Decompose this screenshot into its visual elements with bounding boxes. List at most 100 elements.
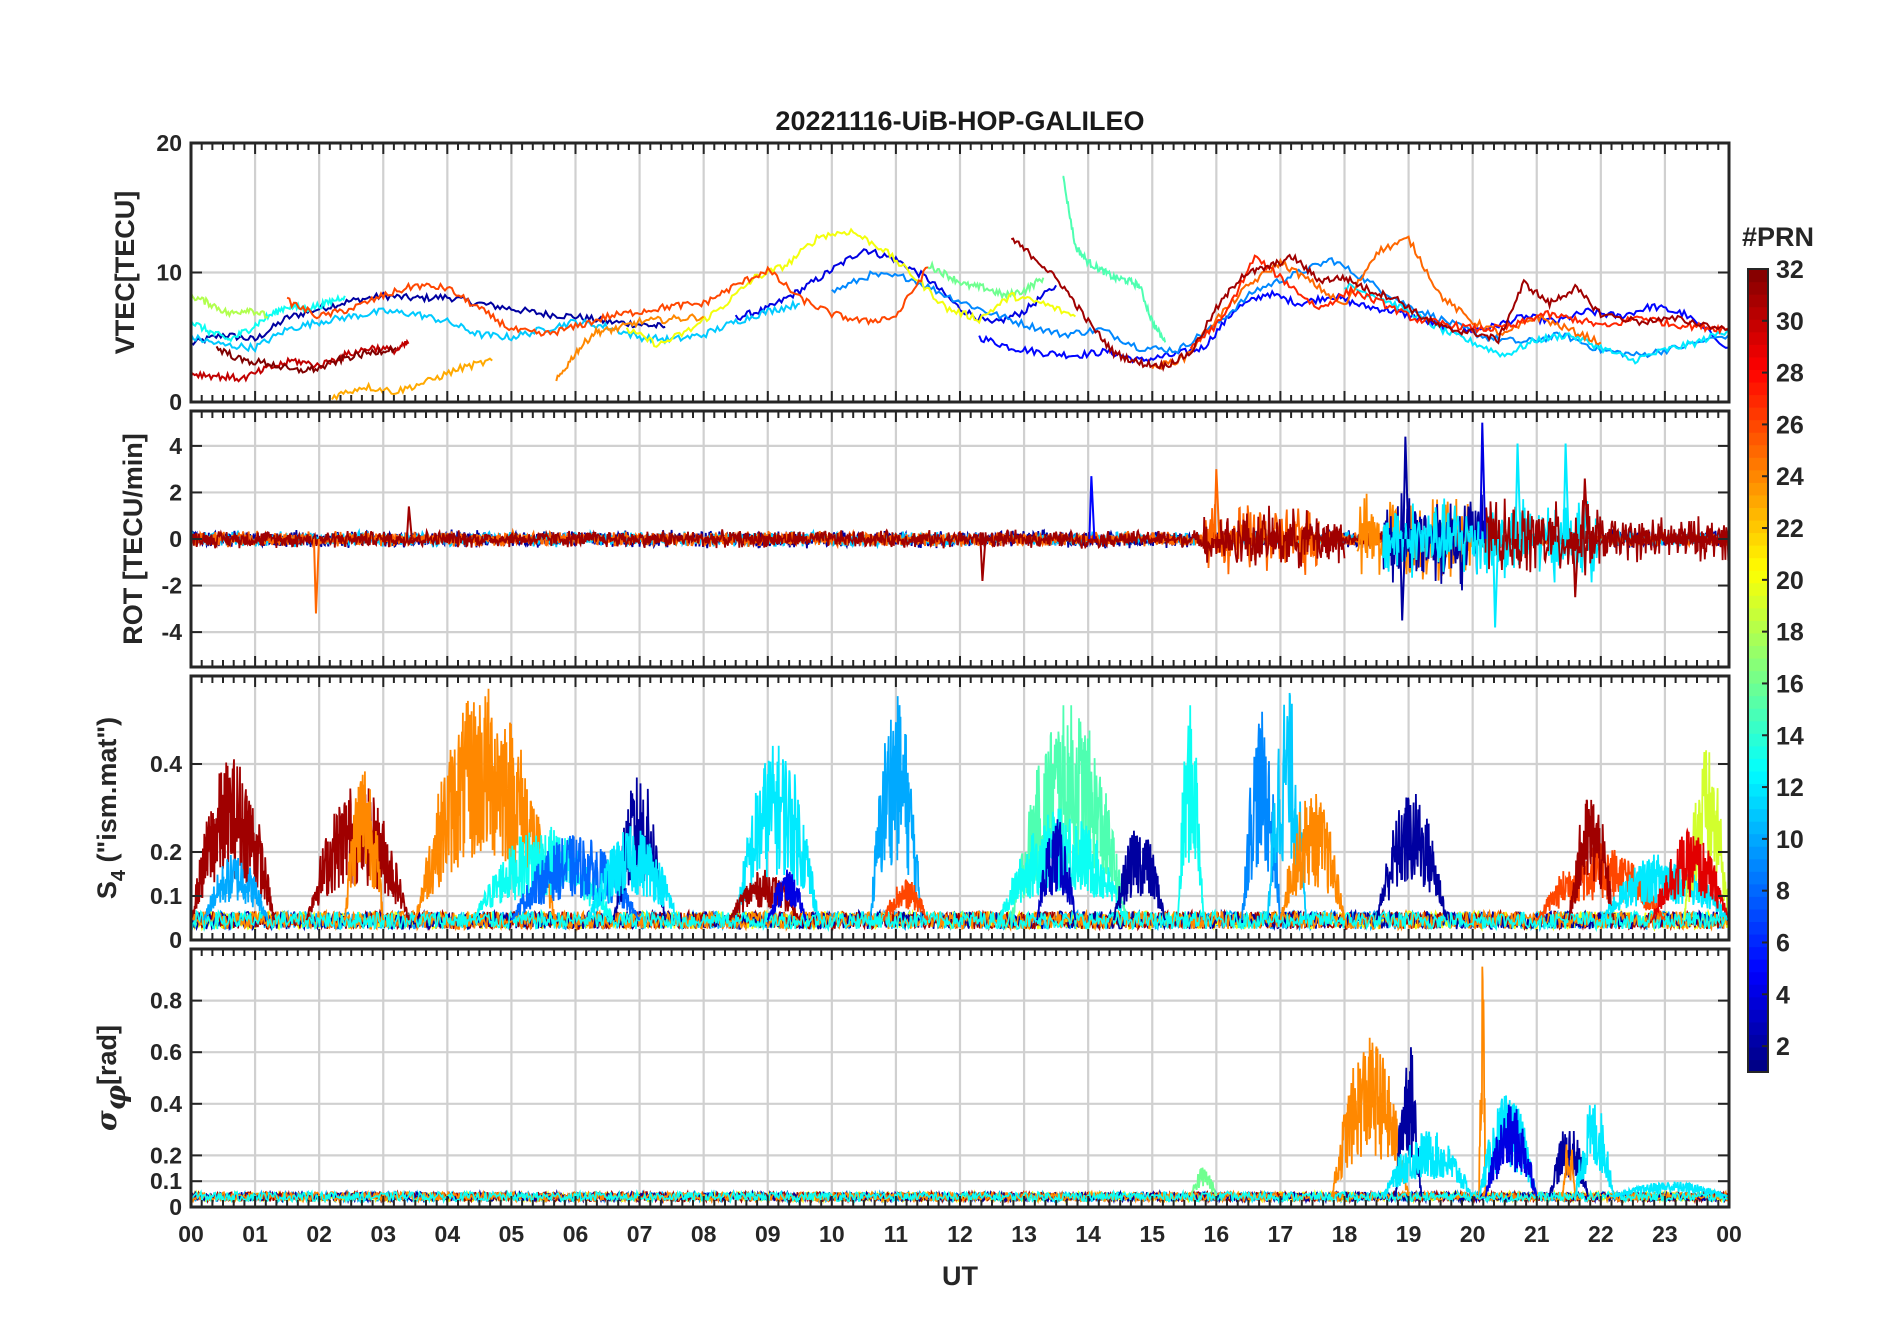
colorbar-segment: [1748, 494, 1768, 508]
rot-spike-prn-31: [979, 538, 987, 581]
y-tick-label-rot: -4: [162, 619, 183, 645]
plot-area-s4: [191, 688, 1729, 933]
colorbar-segment: [1748, 871, 1768, 885]
vtec-series-prn-23: [331, 357, 493, 401]
y-tick-label-s4: 0.4: [150, 751, 182, 777]
x-tick-label: 04: [435, 1221, 461, 1247]
colorbar-segment: [1748, 1034, 1768, 1048]
colorbar-segment: [1748, 883, 1768, 897]
s4-burst-prn-13: [1177, 705, 1205, 921]
colorbar-segment: [1748, 419, 1768, 433]
colorbar-segment: [1748, 281, 1768, 295]
colorbar-segment: [1748, 708, 1768, 722]
colorbar-segment: [1748, 984, 1768, 998]
s4-burst-prn-12: [587, 826, 679, 921]
x-ticks-sigma_phi: [190, 949, 1730, 1207]
rot-series-prn-31: [1202, 505, 1346, 569]
colorbar-segment: [1748, 745, 1768, 759]
s4-burst-prn-24: [343, 771, 385, 921]
s4-baseline-prn-13: [191, 908, 1729, 933]
x-tick-label: 10: [819, 1221, 845, 1247]
x-tick-label: 20: [1460, 1221, 1486, 1247]
colorbar-segment: [1748, 795, 1768, 810]
vtec-series-prn-20: [625, 227, 1076, 348]
rot-spike-prn-31: [405, 506, 413, 540]
vtec-series-prn-30: [191, 338, 410, 383]
rot-spike-prn-2: [1402, 436, 1410, 540]
colorbar-segment: [1748, 582, 1768, 596]
sigma_phi-burst-prn-24: [1561, 1144, 1577, 1197]
colorbar-segment: [1748, 507, 1768, 521]
y-tick-label-sigma_phi: 0.4: [150, 1091, 182, 1117]
colorbar-segment: [1748, 444, 1768, 458]
s4-burst-prn-2: [1375, 793, 1448, 921]
colorbar-tick-label: 2: [1776, 1033, 1790, 1061]
colorbar-segment: [1748, 720, 1768, 734]
y-tick-label-s4: 0.2: [150, 839, 182, 865]
colorbar-tick-label: 32: [1776, 256, 1804, 284]
rot-spike-prn-4: [1479, 422, 1487, 540]
colorbar-segment: [1748, 1046, 1768, 1061]
colorbar-segment: [1748, 331, 1768, 345]
colorbar-segment: [1748, 620, 1768, 634]
colorbar-segment: [1748, 607, 1768, 621]
y-tick-label-rot: -2: [162, 573, 182, 599]
y-tick-label-vtec: 20: [156, 130, 182, 156]
x-tick-label: 11: [884, 1221, 909, 1247]
colorbar-segment: [1748, 758, 1768, 772]
panel-sigma_phi: 00.10.2 0.4 0.6 0.8 σφ[rad] 00 01 02 03 04 05 06 07 0…: [90, 947, 1742, 1247]
sigma_phi-burst-prn-16: [1189, 1167, 1218, 1198]
rot-spike-prn-12: [1562, 443, 1570, 540]
s4-burst-prn-31: [728, 869, 801, 922]
colorbar-frame: [1747, 268, 1769, 1073]
y-tick-label-vtec: 10: [156, 260, 182, 286]
y-tick-label-rot: 0: [169, 526, 182, 552]
vtec-series-prn-9: [831, 257, 1729, 359]
x-tick-label: 21: [1524, 1221, 1550, 1247]
colorbar-tick-label: 6: [1776, 929, 1790, 957]
vtec-series-prn-31: [1010, 237, 1729, 373]
y-axis-label-vtec: VTEC[TECU]: [110, 191, 140, 355]
plot-area-rot: [191, 422, 1729, 628]
colorbar-segment: [1748, 670, 1768, 684]
colorbar-segment: [1748, 846, 1768, 860]
x-tick-label: 06: [563, 1221, 589, 1247]
rot-spike-prn-12: [1514, 443, 1522, 540]
x-tick-label: 07: [627, 1221, 653, 1247]
sigma_phi-burst-prn-24: [1330, 1037, 1410, 1198]
colorbar-segment: [1748, 1009, 1768, 1023]
colorbar-segment: [1748, 294, 1768, 308]
x-tick-label: 15: [1139, 1221, 1165, 1247]
vtec-series-prn-15: [1062, 175, 1167, 343]
colorbar-segment: [1748, 632, 1768, 647]
s4-burst-prn-31: [1567, 799, 1615, 921]
vtec-series-prn-32: [215, 344, 397, 375]
x-tick-label: 18: [1332, 1221, 1358, 1247]
colorbar-tick-label: 12: [1776, 774, 1804, 802]
colorbar-segment: [1748, 996, 1768, 1010]
x-tick-label: 08: [691, 1221, 717, 1247]
colorbar-segment: [1748, 959, 1768, 973]
colorbar-segment: [1748, 808, 1768, 822]
rot-spike-prn-2: [1399, 538, 1407, 621]
colorbar-segment: [1748, 933, 1768, 948]
colorbar-segment: [1748, 545, 1768, 559]
colorbar-segment: [1748, 833, 1768, 847]
colorbar-segment: [1748, 683, 1768, 697]
y-tick-label-s4: 0: [169, 927, 182, 953]
colorbar-tick-label: 24: [1776, 463, 1804, 491]
vtec-series-prn-24: [555, 313, 705, 382]
colorbar-segment: [1748, 306, 1768, 320]
s4-burst-prn-4: [766, 869, 808, 921]
rot-spike-prn-31: [1572, 538, 1580, 598]
colorbar-segment: [1748, 1021, 1768, 1035]
colorbar-segment: [1748, 695, 1768, 709]
x-ticks-rot: [190, 411, 1730, 667]
rot-spike-prn-5: [1088, 476, 1096, 540]
s4-burst-prn-9: [1241, 711, 1282, 921]
vtec-series-prn-26: [286, 265, 929, 337]
colorbar-tick-label: 8: [1776, 878, 1790, 906]
rot-spike-prn-12: [1492, 538, 1500, 628]
colorbar-segment: [1748, 783, 1768, 797]
